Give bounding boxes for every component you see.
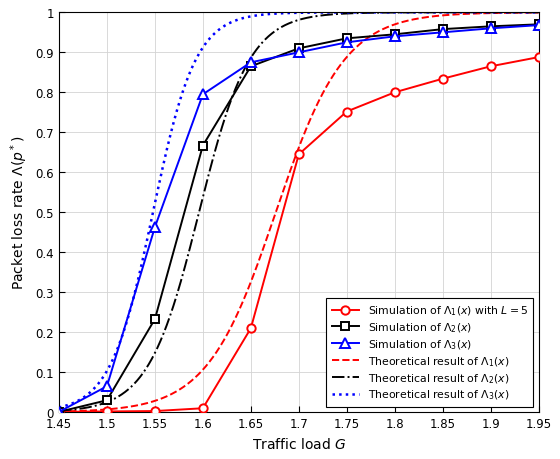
Legend: Simulation of $\Lambda_1(x)$ with $L = 5$, Simulation of $\Lambda_2(x)$, Simulat: Simulation of $\Lambda_1(x)$ with $L = 5…	[326, 298, 533, 407]
Y-axis label: Packet loss rate $\Lambda(p^*)$: Packet loss rate $\Lambda(p^*)$	[8, 136, 30, 290]
X-axis label: Traffic load $G$: Traffic load $G$	[251, 436, 346, 451]
